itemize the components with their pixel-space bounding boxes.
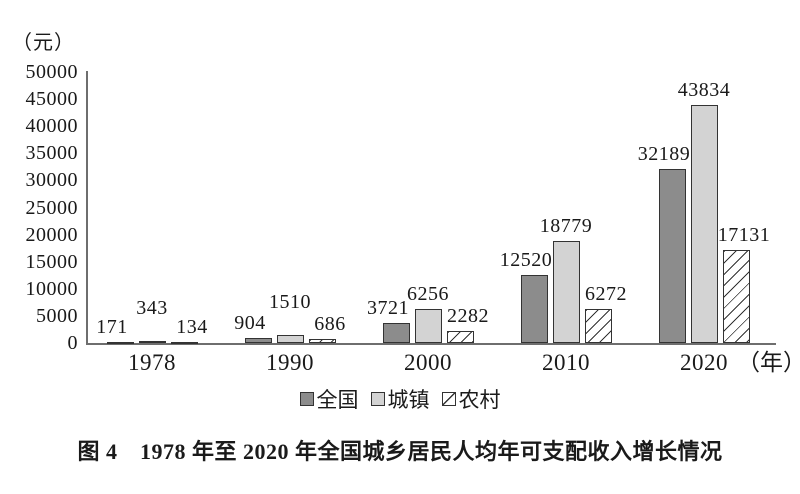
bar-value-label: 904	[234, 312, 266, 334]
legend-item-城镇: 城镇	[370, 384, 430, 414]
bar-农村-1990	[309, 339, 336, 343]
legend-item-全国: 全国	[299, 384, 359, 414]
bar-value-label: 18779	[539, 215, 593, 237]
legend-label: 城镇	[387, 388, 430, 412]
bar-城镇-2010	[553, 241, 580, 343]
y-tick-label: 30000	[25, 169, 78, 192]
y-tick-label: 0	[67, 332, 78, 354]
bar-全国-2020	[659, 169, 686, 343]
bar-value-label: 32189	[637, 143, 691, 165]
bar-农村-2000	[447, 331, 474, 343]
bar-value-label: 686	[314, 313, 346, 335]
legend-item-农村: 农村	[441, 384, 501, 414]
y-tick-label: 5000	[36, 304, 78, 327]
bar-农村-2020	[723, 250, 750, 343]
x-tick-label: 2010	[542, 350, 590, 375]
y-tick-label: 20000	[25, 223, 78, 246]
bar-value-label: 171	[96, 316, 128, 338]
bar-农村-2010	[585, 309, 612, 343]
y-tick-label: 10000	[25, 277, 78, 300]
x-axis-unit-label: （年）	[737, 350, 800, 375]
legend-swatch	[299, 392, 314, 406]
legend-swatch	[441, 392, 456, 406]
bar-城镇-2020	[691, 105, 718, 343]
bar-农村-1978	[171, 342, 198, 344]
bar-value-label: 343	[136, 297, 168, 319]
x-axis-line	[86, 343, 776, 345]
x-tick-label: 1990	[266, 350, 314, 375]
y-axis-unit-label: （元）	[12, 32, 75, 54]
bar-value-label: 43834	[677, 79, 731, 101]
y-tick-label: 45000	[25, 88, 78, 111]
figure-caption: 图 4 1978 年至 2020 年全国城乡居民人均年可支配收入增长情况	[77, 439, 723, 464]
bar-value-label: 134	[176, 316, 208, 338]
chart-legend: 全国 城镇 农村	[0, 384, 800, 414]
y-tick-label: 25000	[25, 196, 78, 219]
y-axis-line	[86, 71, 88, 345]
legend-label: 全国	[316, 388, 359, 412]
legend-swatch	[370, 392, 385, 406]
bar-value-label: 3721	[367, 297, 409, 319]
bar-value-label: 17131	[717, 224, 771, 246]
bar-全国-1990	[245, 338, 272, 343]
bar-value-label: 6272	[585, 283, 627, 305]
bar-value-label: 6256	[407, 283, 449, 305]
bar-全国-1978	[107, 342, 134, 344]
bar-城镇-1990	[277, 335, 304, 343]
x-tick-label: 2020	[680, 350, 728, 375]
bar-城镇-1978	[139, 341, 166, 343]
bar-城镇-2000	[415, 309, 442, 343]
bar-全国-2000	[383, 323, 410, 343]
bar-value-label: 1510	[269, 291, 311, 313]
x-tick-label: 1978	[128, 350, 176, 375]
legend-label: 农村	[458, 388, 501, 412]
bar-全国-2010	[521, 275, 548, 343]
y-tick-label: 35000	[25, 142, 78, 165]
bar-value-label: 12520	[499, 249, 553, 271]
y-tick-label: 40000	[25, 115, 78, 138]
bar-value-label: 2282	[447, 305, 489, 327]
y-tick-label: 15000	[25, 250, 78, 273]
y-tick-label: 50000	[25, 61, 78, 83]
x-tick-label: 2000	[404, 350, 452, 375]
